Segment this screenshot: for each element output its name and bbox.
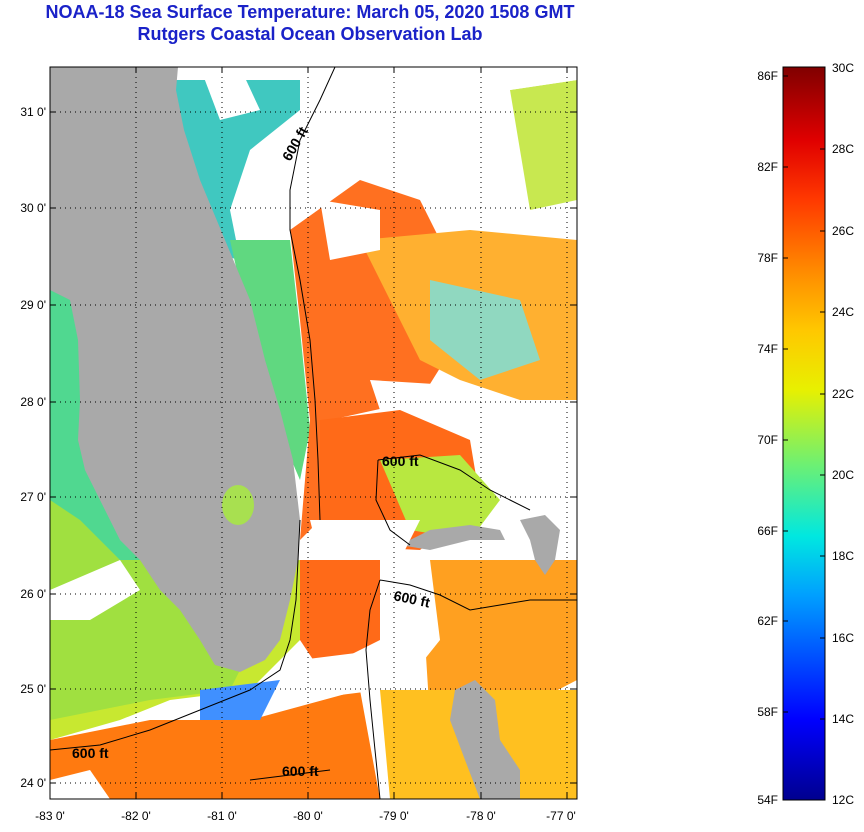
map-panel <box>50 67 577 799</box>
lat-label-26: 26 0' <box>20 587 46 601</box>
andros-land <box>450 680 520 799</box>
title-line-1: NOAA-18 Sea Surface Temperature: March 0… <box>45 2 575 22</box>
contour-600ft <box>50 67 577 799</box>
map-frame <box>49 66 578 800</box>
cb-f-58: 58F <box>757 705 778 719</box>
lat-label-31: 31 0' <box>20 105 46 119</box>
lon-label-80: -80 0' <box>293 809 323 823</box>
cb-f-66: 66F <box>757 524 778 538</box>
cb-c-18: 18C <box>832 549 854 563</box>
cb-f-62: 62F <box>757 614 778 628</box>
cb-c-14: 14C <box>832 712 854 726</box>
contour-label-5: 600 ft <box>282 763 319 779</box>
title-line-2: Rutgers Coastal Ocean Observation Lab <box>137 24 483 44</box>
lat-labels: 31 0' 30 0' 29 0' 28 0' 27 0' 26 0' 25 0… <box>20 105 46 790</box>
lake-okeechobee <box>222 485 254 525</box>
cb-c-16: 16C <box>832 631 854 645</box>
map-ticks <box>50 67 577 799</box>
grand-bahama-land <box>400 525 505 550</box>
lon-labels: -83 0' -82 0' -81 0' -80 0' -79 0' -78 0… <box>35 809 576 823</box>
cb-f-54: 54F <box>757 793 778 807</box>
contour-label-4: 600 ft <box>72 745 109 761</box>
cb-f-78: 78F <box>757 251 778 265</box>
sst-keys-south <box>50 690 380 799</box>
sst-offshore-cool <box>430 280 540 380</box>
cb-f-70: 70F <box>757 433 778 447</box>
lon-label-79: -79 0' <box>379 809 409 823</box>
lat-label-28: 28 0' <box>20 395 46 409</box>
cb-c-22: 22C <box>832 387 854 401</box>
contour-label-3: 600 ft <box>392 587 431 610</box>
colorbar-gradient <box>782 66 826 801</box>
lat-label-29: 29 0' <box>20 298 46 312</box>
colorbar-ticks <box>783 75 825 720</box>
lat-label-27: 27 0' <box>20 490 46 504</box>
colorbar: 86F 82F 78F 74F 70F 66F 62F 58F 54F 30C … <box>757 61 854 807</box>
cb-c-26: 26C <box>832 224 854 238</box>
cb-c-24: 24C <box>832 305 854 319</box>
cb-f-82: 82F <box>757 160 778 174</box>
lon-label-78: -78 0' <box>466 809 496 823</box>
lat-label-25: 25 0' <box>20 682 46 696</box>
sst-straits <box>300 560 380 670</box>
lon-label-83: -83 0' <box>35 809 65 823</box>
lon-label-81: -81 0' <box>207 809 237 823</box>
lat-label-24: 24 0' <box>20 776 46 790</box>
cb-c-20: 20C <box>832 468 854 482</box>
graticule <box>50 67 577 799</box>
cb-f-86: 86F <box>757 69 778 83</box>
contour-label-2: 600 ft <box>382 453 419 469</box>
colorbar-c-labels: 30C 28C 26C 24C 22C 20C 18C 16C 14C 12C <box>832 61 854 807</box>
abaco-land <box>520 515 560 575</box>
sst-keys-cool <box>200 680 280 720</box>
colorbar-f-labels: 86F 82F 78F 74F 70F 66F 62F 58F 54F <box>757 69 778 807</box>
cb-c-12: 12C <box>832 793 854 807</box>
cb-c-30: 30C <box>832 61 854 75</box>
cb-c-28: 28C <box>832 142 854 156</box>
lat-label-30: 30 0' <box>20 201 46 215</box>
lon-label-77: -77 0' <box>546 809 576 823</box>
cb-f-74: 74F <box>757 342 778 356</box>
lon-label-82: -82 0' <box>121 809 151 823</box>
